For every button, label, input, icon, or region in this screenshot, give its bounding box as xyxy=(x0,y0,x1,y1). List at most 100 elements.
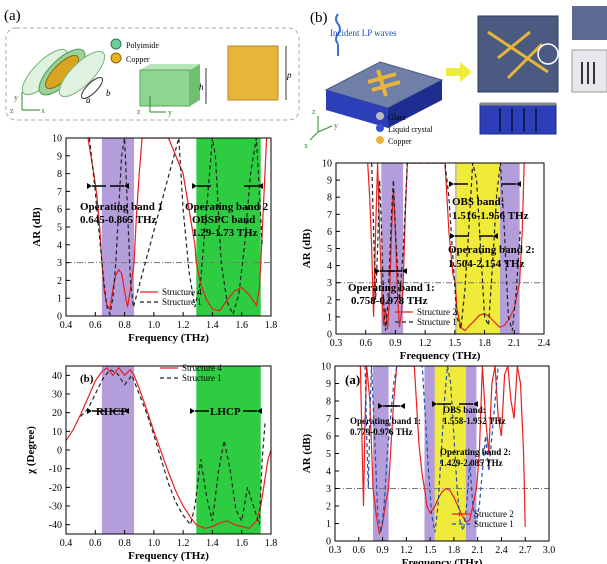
arrowhead xyxy=(450,233,455,239)
x-tick-label: 1.8 xyxy=(478,338,491,349)
ann-op-band2-b-range: 1.504-2.154 THz xyxy=(448,258,525,270)
x-tick-label: 1.2 xyxy=(177,320,190,331)
y-tick-label: 2 xyxy=(327,295,332,306)
arrowhead xyxy=(257,408,262,414)
arrowhead xyxy=(378,403,383,409)
ann-op-band1-b-range: 0.758-0.978 THz xyxy=(351,295,428,307)
x-tick-label: 1.6 xyxy=(235,538,248,549)
x-tick-label: 1.8 xyxy=(448,545,461,556)
y-tick-label: -20 xyxy=(49,483,62,494)
legend-liquid-crystal: Liquid crystal xyxy=(388,125,433,134)
x-tick-label: 0.9 xyxy=(389,338,402,349)
axis-z-b: z xyxy=(312,107,316,116)
band-green-1 xyxy=(196,366,261,534)
slab-front xyxy=(326,90,388,128)
side-view xyxy=(479,103,557,135)
chart-ellipticity: 0.4 0.6 0.8 1.0 1.2 1.4 1.6 1.8 -40 -30 -20 -10 0 10 2… xyxy=(25,363,277,562)
arrow-right-icon xyxy=(446,62,472,82)
schematic-a: Polyimide Copper a b h p y x z z y xyxy=(5,27,300,121)
arrowhead xyxy=(190,408,195,414)
x-tick-label: 0.9 xyxy=(376,545,389,556)
incident-wave-icon xyxy=(335,13,341,45)
x-tick-label: 1.8 xyxy=(265,538,278,549)
y-tick-label: 30 xyxy=(52,390,62,401)
polyimide-layer-bottom xyxy=(58,50,106,98)
chart-ar-structure4: 0.4 0.6 0.8 1.0 1.2 1.4 1.6 1.8 0 1 2 3 4 5 6 7 8 9 10 Freq… xyxy=(31,134,277,345)
legend-label: Structure 1 xyxy=(182,373,222,383)
axis-z-2: z xyxy=(137,107,141,116)
y-tick-label: 6 xyxy=(57,205,62,216)
arrowhead xyxy=(400,403,405,409)
unit-cell-exploded xyxy=(21,48,106,100)
axes-glyph-1 xyxy=(21,92,40,111)
top-view-resonator xyxy=(487,30,549,80)
ann-op-band2-range: 1.29-1.73 THz xyxy=(192,227,258,239)
x-tick-label: 0.8 xyxy=(118,320,131,331)
y-tick-label: 7 xyxy=(326,414,331,425)
legend-label: Structure 1 xyxy=(474,519,514,529)
axis-x-b: x xyxy=(304,141,308,150)
dim-p: p xyxy=(286,70,292,80)
panel-label-b: (b) xyxy=(310,10,328,26)
x-tick-label: 2.4 xyxy=(495,545,508,556)
y-tick-label: 0 xyxy=(57,446,62,457)
y-tick-label: 10 xyxy=(52,134,62,145)
arrowhead xyxy=(192,183,197,189)
x-tick-label: 1.0 xyxy=(148,320,161,331)
series-line-structure-1 xyxy=(364,366,499,533)
schematic-a-frame xyxy=(5,27,300,121)
legend-polyimide: Polyimide xyxy=(126,41,159,50)
arrowhead xyxy=(449,181,454,187)
y-tick-label: 7 xyxy=(57,187,62,198)
panel-label-a: (a) xyxy=(4,8,21,24)
y-tick-label: 8 xyxy=(57,169,62,180)
y-tick-label: 10 xyxy=(321,362,331,373)
arrowhead xyxy=(124,183,129,189)
y-tick-label: 0 xyxy=(57,312,62,323)
y-tick-label: 3 xyxy=(57,258,62,269)
copper-resonator xyxy=(367,69,401,97)
legend-label: Structure 4 xyxy=(162,287,202,297)
ann-obs-range: 1.516-1.956 THz xyxy=(452,210,529,222)
incident-label: Incident LP waves xyxy=(330,28,397,38)
x-tick-label: 1.2 xyxy=(177,538,190,549)
band-purple-0 xyxy=(372,366,389,541)
band-purple-0 xyxy=(381,163,404,334)
axis-z-1: z xyxy=(10,106,14,115)
y-tick-label: -30 xyxy=(49,502,62,513)
zoom-circle xyxy=(537,43,559,65)
axis-y-2: y xyxy=(168,108,172,117)
x-tick-label: 1.4 xyxy=(206,538,219,549)
y-tick-label: 1 xyxy=(327,312,332,323)
series-line-structure-1 xyxy=(88,138,263,316)
y-tick-label: 5 xyxy=(57,223,62,234)
series-group xyxy=(367,163,525,332)
x-tick-label: 0.3 xyxy=(330,338,343,349)
dim-b: b xyxy=(106,88,111,98)
ann-op-band2: Operating band 2 xyxy=(185,201,269,213)
top-view xyxy=(477,15,559,93)
y-tick-label: 8 xyxy=(326,397,331,408)
lc-swatch xyxy=(376,124,384,132)
y-tick-label: 10 xyxy=(322,159,332,170)
copper-swatch xyxy=(110,52,122,64)
x-tick-label: 1.6 xyxy=(235,320,248,331)
axis-y-b: y xyxy=(334,121,338,130)
arrowhead xyxy=(258,183,263,189)
chart-ar-structure2: 0.3 0.6 0.9 1.2 1.5 1.8 2.1 2.4 0 1 2 3 4 5 6 7 8 9 10 Freq… xyxy=(301,159,550,363)
series-group xyxy=(359,366,526,535)
ann-op-band1: Operating band 1 xyxy=(80,201,163,213)
y-tick-label: 4 xyxy=(327,261,332,272)
axis-y-1: y xyxy=(14,93,18,102)
y-tick-label: 6 xyxy=(326,432,331,443)
arrowhead xyxy=(124,408,129,414)
x-tick-label: 0.6 xyxy=(89,538,102,549)
sub-label-a: (a) xyxy=(345,372,360,387)
series-line-structure-4 xyxy=(87,138,268,312)
arrowhead xyxy=(432,401,437,407)
copper-swatch-b xyxy=(376,136,384,144)
axes-glyph-b xyxy=(309,116,333,141)
axes-glyph-2 xyxy=(149,96,166,113)
y-tick-label: 3 xyxy=(327,278,332,289)
